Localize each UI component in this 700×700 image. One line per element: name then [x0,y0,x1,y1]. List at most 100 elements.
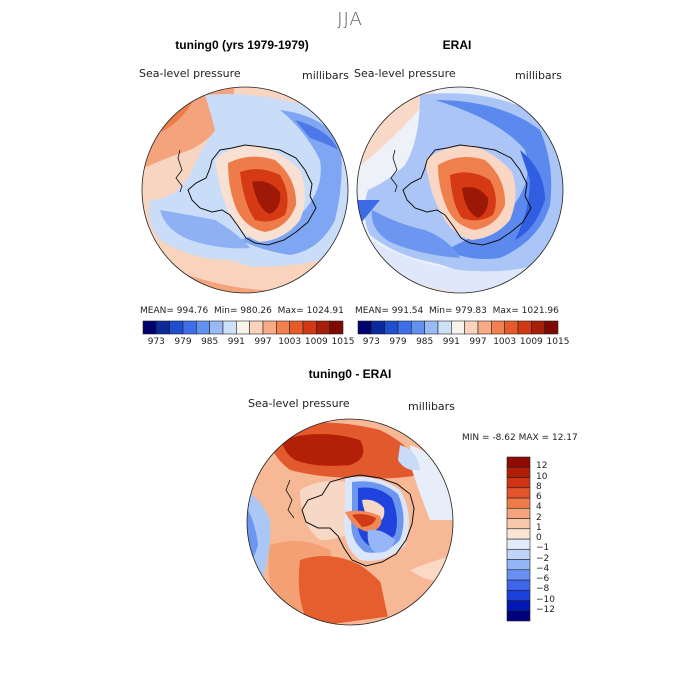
colorbar-difference-swatch [506,559,531,571]
colorbar-tuning0-swatch [316,320,330,335]
colorbar-erai-swatch [477,320,492,335]
main-title: JJA [337,9,363,30]
colorbar-difference-swatch [506,487,531,499]
stats-min-value: -8.62 [492,433,516,443]
colorbar-difference-swatch [506,600,531,612]
stats-mean-value: 991.54 [391,306,424,316]
colorbar-erai-tick-label: 997 [469,337,487,347]
stats-max-label: MAX = [518,433,550,443]
colorbar-tuning0-swatch [276,320,290,335]
colorbar-tuning0-tick-label: 1003 [278,337,302,347]
colorbar-tuning0-swatch [156,320,170,335]
colorbar-tuning0-swatch [289,320,304,335]
colorbar-erai [357,320,559,335]
units-label-difference: millibars [408,400,455,413]
colorbar-difference-tick-label: 4 [536,502,542,513]
stats-mean-label: MEAN= [355,306,389,316]
colorbar-difference-swatch [506,579,531,591]
map-field-difference [247,419,453,625]
colorbar-erai-swatch [397,320,412,335]
colorbar-erai-swatch [424,320,439,335]
colorbar-difference-swatch [506,518,531,530]
variable-label-difference: Sea-level pressure [248,397,350,410]
colorbar-tuning0-tick-label: 1015 [331,337,355,347]
colorbar-erai-swatch [437,320,452,335]
stats-mean-label: MEAN= [140,306,174,316]
colorbar-erai-swatch [371,320,385,335]
stats-max-label: Max= [277,306,304,316]
antarctica-coastline [187,144,317,246]
colorbar-difference-tick-label: −4 [536,563,550,574]
stats-min-label: MIN = [462,433,490,443]
colorbar-difference-tick-label: 12 [536,461,548,472]
colorbar-tuning0-swatch [142,320,157,335]
stats-max-value: 1021.96 [521,306,559,316]
colorbar-labels-tuning0: 973 979 985 991 997 1003 1009 1015 [143,337,355,349]
colorbar-erai-tick-label: 1009 [519,337,543,347]
colorbar-difference-tick-label: −12 [536,604,555,615]
colorbar-difference-swatch [506,538,531,550]
colorbar-difference-swatch [506,507,531,519]
colorbar-tuning0-swatch [169,320,184,335]
colorbar-difference-tick-label: 2 [536,512,542,523]
colorbar-difference-swatch [506,610,531,622]
colorbar-difference-tick-label: 10 [536,471,548,482]
panel-title-difference: tuning0 - ERAI [308,367,392,381]
colorbar-erai-tick-label: 979 [389,337,407,347]
colorbar-difference-tick-label: 0 [536,533,542,543]
colorbar-difference-tick-label: −8 [536,584,550,595]
colorbar-erai-swatch [384,320,399,335]
colorbar-difference-swatch [506,569,531,581]
colorbar-difference-tick-label: 8 [536,481,542,492]
colorbar-erai-swatch [464,320,479,335]
colorbar-tuning0-swatch [262,320,277,335]
panel-title-erai: ERAI [442,38,472,52]
colorbar-labels-difference: 12 10 8 6 4 2 1 0 −1 −2 −4 −6 −8 −10 −12 [536,457,576,621]
colorbar-erai-tick-label: 991 [442,337,460,347]
stats-min-value: 980.26 [240,306,272,316]
colorbar-tuning0-swatch [249,320,264,335]
stats-max-value: 12.17 [551,433,578,443]
colorbar-difference-swatch [506,528,531,540]
colorbar-difference-swatch [506,589,531,601]
colorbar-tuning0-tick-label: 979 [174,337,192,347]
stats-min-label: Min= [429,306,453,316]
colorbar-difference-tick-label: −6 [536,574,550,584]
map-field-tuning0 [142,87,348,293]
colorbar-erai-tick-label: 1003 [493,337,517,347]
units-label-tuning0: millibars [302,69,349,82]
colorbar-tuning0-swatch [329,320,344,335]
colorbar-tuning0-swatch [302,320,317,335]
colorbar-tuning0-tick-label: 973 [147,337,165,347]
colorbar-difference-swatch [506,477,531,489]
colorbar-erai-tick-label: 985 [416,337,434,347]
colorbar-difference-swatch [506,456,531,468]
colorbar-tuning0 [142,320,344,335]
stats-mean-value: 994.76 [176,306,209,316]
colorbar-tuning0-tick-label: 997 [254,337,272,347]
colorbar-tuning0-swatch [236,320,250,335]
colorbar-erai-swatch [544,320,559,335]
stats-difference: MIN = -8.62 MAX = 12.17 [462,433,578,443]
colorbar-tuning0-swatch [196,320,210,335]
variable-label-tuning0: Sea-level pressure [139,67,241,80]
colorbar-difference-swatch [506,497,531,509]
colorbar-tuning0-swatch [222,320,237,335]
colorbar-difference-tick-label: 6 [536,492,542,502]
colorbar-erai-tick-label: 973 [362,337,380,347]
stats-min-value: 979.83 [455,306,487,316]
colorbar-difference-tick-label: −2 [536,553,550,564]
variable-label-erai: Sea-level pressure [354,67,456,80]
colorbar-erai-swatch [411,320,425,335]
colorbar-difference-tick-label: −10 [536,594,555,605]
stats-min-label: Min= [214,306,238,316]
map-field-erai [357,87,563,293]
colorbar-difference-tick-label: 1 [536,522,542,533]
stats-tuning0: MEAN= 994.76 Min= 980.26 Max= 1024.91 [140,306,344,316]
stats-erai: MEAN= 991.54 Min= 979.83 Max= 1021.96 [355,306,559,316]
colorbar-difference-swatch [506,466,531,478]
colorbar-erai-swatch [491,320,505,335]
colorbar-labels-erai: 973 979 985 991 997 1003 1009 1015 [358,337,570,349]
colorbar-tuning0-tick-label: 991 [227,337,245,347]
